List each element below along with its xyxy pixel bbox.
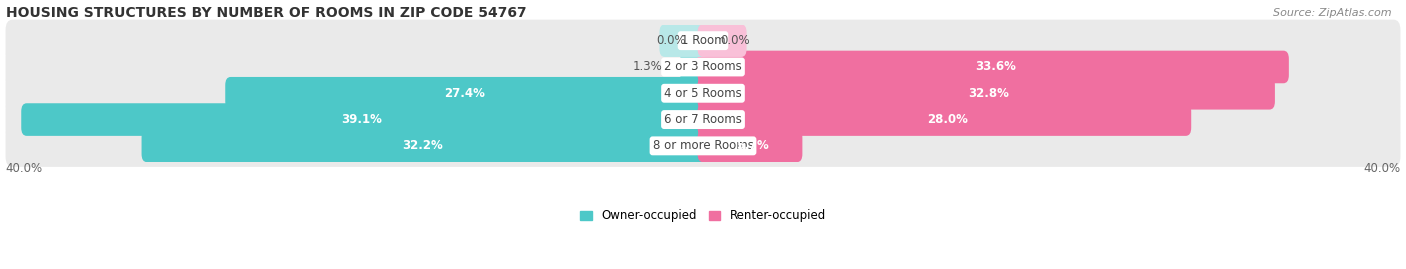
FancyBboxPatch shape <box>6 46 1400 88</box>
Text: 1.3%: 1.3% <box>633 61 662 73</box>
FancyBboxPatch shape <box>681 51 709 83</box>
Text: 2 or 3 Rooms: 2 or 3 Rooms <box>664 61 742 73</box>
Text: 32.2%: 32.2% <box>402 139 443 152</box>
FancyBboxPatch shape <box>6 125 1400 167</box>
FancyBboxPatch shape <box>659 24 709 57</box>
Text: 0.0%: 0.0% <box>657 34 686 47</box>
FancyBboxPatch shape <box>697 77 1275 109</box>
FancyBboxPatch shape <box>6 20 1400 62</box>
Text: 27.4%: 27.4% <box>444 87 485 100</box>
Text: 6 or 7 Rooms: 6 or 7 Rooms <box>664 113 742 126</box>
Text: 5.7%: 5.7% <box>737 139 769 152</box>
Text: 0.0%: 0.0% <box>720 34 749 47</box>
FancyBboxPatch shape <box>6 98 1400 141</box>
FancyBboxPatch shape <box>225 77 709 109</box>
Text: 4 or 5 Rooms: 4 or 5 Rooms <box>664 87 742 100</box>
Text: 39.1%: 39.1% <box>342 113 382 126</box>
FancyBboxPatch shape <box>6 72 1400 114</box>
FancyBboxPatch shape <box>697 24 747 57</box>
Text: 1 Room: 1 Room <box>681 34 725 47</box>
Text: HOUSING STRUCTURES BY NUMBER OF ROOMS IN ZIP CODE 54767: HOUSING STRUCTURES BY NUMBER OF ROOMS IN… <box>6 6 526 20</box>
FancyBboxPatch shape <box>697 51 1289 83</box>
Legend: Owner-occupied, Renter-occupied: Owner-occupied, Renter-occupied <box>575 204 831 227</box>
Text: 8 or more Rooms: 8 or more Rooms <box>652 139 754 152</box>
FancyBboxPatch shape <box>142 130 709 162</box>
Text: 40.0%: 40.0% <box>1364 162 1400 175</box>
FancyBboxPatch shape <box>697 103 1191 136</box>
Text: 28.0%: 28.0% <box>927 113 967 126</box>
Text: 32.8%: 32.8% <box>969 87 1010 100</box>
Text: 40.0%: 40.0% <box>6 162 42 175</box>
FancyBboxPatch shape <box>697 130 803 162</box>
Text: 33.6%: 33.6% <box>976 61 1017 73</box>
FancyBboxPatch shape <box>21 103 709 136</box>
Text: Source: ZipAtlas.com: Source: ZipAtlas.com <box>1274 8 1392 18</box>
